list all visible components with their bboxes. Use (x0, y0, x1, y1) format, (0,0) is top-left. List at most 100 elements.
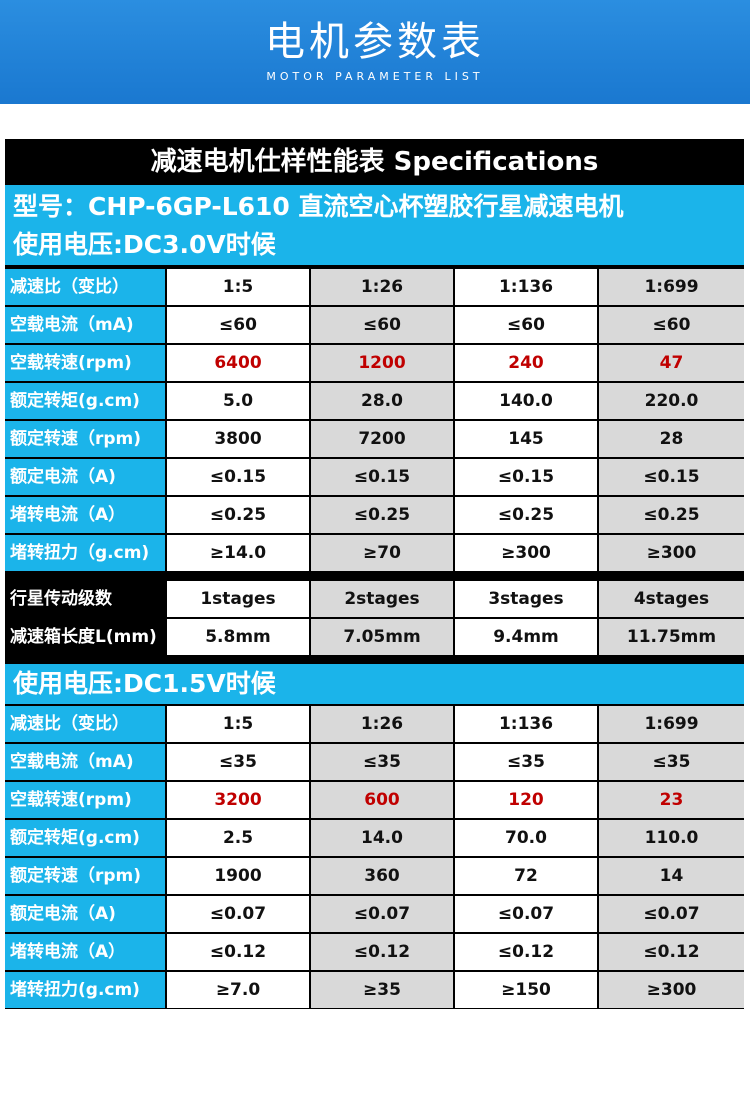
value-cell: ≥300 (455, 535, 597, 571)
value-cell: ≤60 (599, 307, 744, 343)
row-label: 额定电流（A) (5, 896, 165, 932)
spec-sheet: 减速电机仕样性能表 Specifications 型号：CHP-6GP-L610… (5, 139, 744, 1009)
row-label: 堵转电流（A） (5, 934, 165, 970)
table-row: 减速比（变比） 1:5 1:26 1:136 1:699 (5, 269, 744, 305)
value-cell: ≤0.15 (455, 459, 597, 495)
row-label: 额定电流（A) (5, 459, 165, 495)
value-cell: 1:699 (599, 269, 744, 305)
value-cell: 360 (311, 858, 453, 894)
value-cell: 2.5 (167, 820, 309, 856)
table-row: 额定电流（A) ≤0.07 ≤0.07 ≤0.07 ≤0.07 (5, 896, 744, 932)
row-label: 额定转速（rpm) (5, 421, 165, 457)
row-label: 额定转矩(g.cm) (5, 383, 165, 419)
value-cell: 140.0 (455, 383, 597, 419)
table-row: 额定转矩(g.cm) 2.5 14.0 70.0 110.0 (5, 820, 744, 856)
value-cell: ≤0.12 (599, 934, 744, 970)
table-row: 额定转速（rpm) 3800 7200 145 28 (5, 421, 744, 457)
table-row: 堵转扭力（g.cm) ≥14.0 ≥70 ≥300 ≥300 (5, 535, 744, 571)
value-cell: ≤35 (599, 744, 744, 780)
row-label: 减速比（变比） (5, 706, 165, 742)
value-cell: 1:26 (311, 706, 453, 742)
spec-heading: 减速电机仕样性能表 Specifications (150, 147, 599, 177)
value-cell: ≤0.07 (311, 896, 453, 932)
value-cell: 7200 (311, 421, 453, 457)
row-label: 减速比（变比） (5, 269, 165, 305)
value-cell: ≥14.0 (167, 535, 309, 571)
table-row: 额定转速（rpm) 1900 360 72 14 (5, 858, 744, 894)
value-cell: 120 (455, 782, 597, 818)
value-cell: 1:136 (455, 269, 597, 305)
model-band: 型号：CHP-6GP-L610 直流空心杯塑胶行星减速电机 使用电压:DC3.0… (5, 185, 744, 265)
value-cell: 6400 (167, 345, 309, 381)
page-title: 电机参数表 (265, 19, 485, 65)
value-cell: 110.0 (599, 820, 744, 856)
value-cell: ≤0.12 (455, 934, 597, 970)
value-cell: ≥70 (311, 535, 453, 571)
value-cell: ≤35 (167, 744, 309, 780)
row-label: 空载电流（mA) (5, 307, 165, 343)
value-cell: ≥7.0 (167, 972, 309, 1008)
row-label: 空载转速(rpm) (5, 345, 165, 381)
row-label: 空载电流（mA) (5, 744, 165, 780)
value-cell: ≤0.07 (167, 896, 309, 932)
value-cell: 2stages (311, 581, 453, 617)
table-row: 堵转电流（A） ≤0.25 ≤0.25 ≤0.25 ≤0.25 (5, 497, 744, 533)
row-label: 堵转扭力(g.cm) (5, 972, 165, 1008)
row-label: 额定转速（rpm) (5, 858, 165, 894)
value-cell: 3200 (167, 782, 309, 818)
value-cell: 1900 (167, 858, 309, 894)
value-cell: 23 (599, 782, 744, 818)
table-row: 减速比（变比） 1:5 1:26 1:136 1:699 (5, 706, 744, 742)
value-cell: 1200 (311, 345, 453, 381)
value-cell: ≤0.15 (167, 459, 309, 495)
voltage-label-15: 使用电压:DC1.5V时候 (13, 669, 276, 698)
value-cell: ≤0.15 (599, 459, 744, 495)
value-cell: ≤0.25 (311, 497, 453, 533)
value-cell: 11.75mm (599, 619, 744, 655)
value-cell: ≤0.25 (455, 497, 597, 533)
value-cell: ≥300 (599, 972, 744, 1008)
value-cell: ≤35 (311, 744, 453, 780)
table-row: 空载电流（mA) ≤35 ≤35 ≤35 ≤35 (5, 744, 744, 780)
value-cell: 9.4mm (455, 619, 597, 655)
table-row: 堵转扭力(g.cm) ≥7.0 ≥35 ≥150 ≥300 (5, 972, 744, 1008)
value-cell: 5.0 (167, 383, 309, 419)
table-row: 额定电流（A) ≤0.15 ≤0.15 ≤0.15 ≤0.15 (5, 459, 744, 495)
value-cell: ≤60 (311, 307, 453, 343)
table-row: 空载转速(rpm) 6400 1200 240 47 (5, 345, 744, 381)
table-row: 额定转矩(g.cm) 5.0 28.0 140.0 220.0 (5, 383, 744, 419)
table-row: 减速箱长度L(mm) 5.8mm 7.05mm 9.4mm 11.75mm (5, 619, 744, 655)
value-cell: 1:5 (167, 706, 309, 742)
table-row: 行星传动级数 1stages 2stages 3stages 4stages (5, 581, 744, 617)
value-cell: ≤0.25 (599, 497, 744, 533)
value-cell: 1:5 (167, 269, 309, 305)
value-cell: ≤0.07 (455, 896, 597, 932)
value-cell: ≥150 (455, 972, 597, 1008)
table-row: 空载电流（mA) ≤60 ≤60 ≤60 ≤60 (5, 307, 744, 343)
value-cell: ≤0.07 (599, 896, 744, 932)
value-cell: 1:136 (455, 706, 597, 742)
value-cell: 7.05mm (311, 619, 453, 655)
value-cell: 3stages (455, 581, 597, 617)
value-cell: 600 (311, 782, 453, 818)
value-cell: 47 (599, 345, 744, 381)
value-cell: 3800 (167, 421, 309, 457)
value-cell: 4stages (599, 581, 744, 617)
row-label: 堵转电流（A） (5, 497, 165, 533)
value-cell: 1:26 (311, 269, 453, 305)
voltage-band-15: 使用电压:DC1.5V时候 (5, 664, 744, 704)
value-cell: 5.8mm (167, 619, 309, 655)
table-row: 堵转电流（A） ≤0.12 ≤0.12 ≤0.12 ≤0.12 (5, 934, 744, 970)
header-banner: 电机参数表 MOTOR PARAMETER LIST (0, 0, 750, 104)
value-cell: 70.0 (455, 820, 597, 856)
value-cell: ≤60 (167, 307, 309, 343)
value-cell: 220.0 (599, 383, 744, 419)
value-cell: ≤0.12 (167, 934, 309, 970)
page-subtitle: MOTOR PARAMETER LIST (266, 70, 484, 83)
value-cell: ≤0.12 (311, 934, 453, 970)
value-cell: 145 (455, 421, 597, 457)
value-cell: 28 (599, 421, 744, 457)
voltage-label-30: 使用电压:DC3.0V时候 (13, 230, 276, 259)
value-cell: 14.0 (311, 820, 453, 856)
value-cell: 240 (455, 345, 597, 381)
